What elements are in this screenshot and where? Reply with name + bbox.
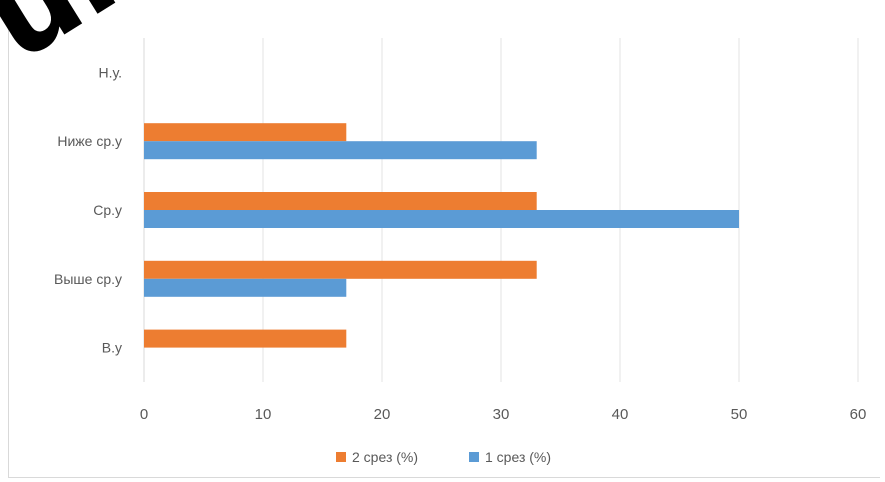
- chart-frame: [8, 0, 880, 478]
- category-label: Ср.у: [93, 202, 122, 218]
- bar: [144, 141, 537, 160]
- category-label: Выше ср.у: [54, 271, 122, 287]
- x-tick-label: 60: [850, 406, 867, 423]
- legend-label: 2 срез (%): [352, 449, 418, 465]
- x-tick-label: 50: [731, 406, 748, 423]
- bar: [144, 123, 347, 142]
- x-tick-label: 10: [255, 406, 272, 423]
- legend: 2 срез (%) 1 срез (%): [336, 449, 551, 465]
- x-axis-ticks: 0 10 20 30 40 50 60: [140, 406, 867, 423]
- x-tick-label: 30: [493, 406, 510, 423]
- bar: [144, 329, 347, 348]
- bar: [144, 192, 537, 210]
- category-label: Ниже ср.у: [57, 133, 122, 149]
- x-tick-label: 0: [140, 406, 148, 423]
- legend-swatch: [469, 452, 479, 462]
- bar: [144, 260, 537, 279]
- bar: [144, 210, 739, 228]
- category-labels: Н.у. Ниже ср.у Ср.у Выше ср.у В.у: [54, 64, 122, 355]
- legend-label: 1 срез (%): [485, 449, 551, 465]
- category-label: В.у: [102, 340, 122, 356]
- x-tick-label: 40: [612, 406, 629, 423]
- category-label: Н.у.: [99, 64, 123, 80]
- bar: [144, 278, 347, 297]
- bars: [144, 123, 739, 348]
- x-tick-label: 20: [374, 406, 391, 423]
- legend-swatch: [336, 452, 346, 462]
